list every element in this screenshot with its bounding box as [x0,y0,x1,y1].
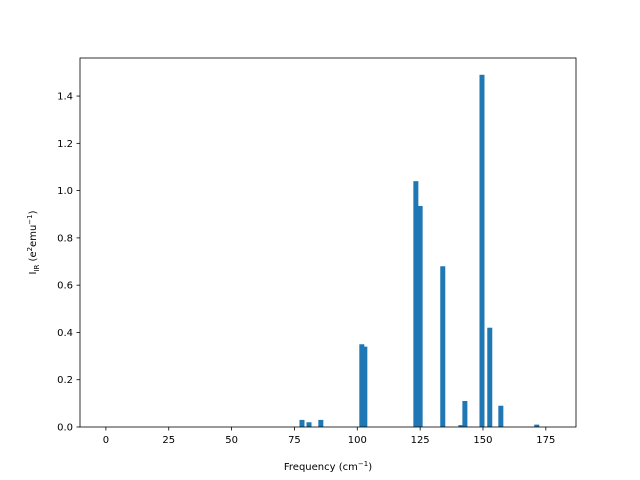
y-axis-label-part: emu [28,225,39,247]
bar [306,422,312,427]
x-tick-label: 175 [536,435,555,446]
y-axis-label-part: 2 [26,247,34,251]
y-axis-label-part: IR [33,265,41,272]
bar [462,400,468,427]
y-tick-label: 1.2 [57,139,73,150]
bar [534,424,540,427]
y-tick-label: 0.4 [57,328,73,339]
x-tick-label: 50 [225,435,238,446]
y-tick-label: 0.8 [57,233,73,244]
x-axis-label-part: Frequency (cm [284,462,358,473]
bar [487,327,493,427]
x-tick-label: 75 [288,435,301,446]
bar [413,181,419,427]
y-axis-label-part: ) [28,210,39,214]
x-tick-label: 125 [411,435,430,446]
bar [458,425,464,427]
y-tick-label: 0.6 [57,281,73,292]
bar [498,405,504,427]
bar [417,205,423,427]
bar [318,419,324,427]
y-tick-label: 1.4 [57,92,73,103]
bar [299,419,305,427]
bar [362,346,368,427]
bar [440,266,446,427]
x-tick-label: 25 [162,435,175,446]
y-axis-label: IIR (e2emu−1) [26,210,41,274]
x-tick-label: 0 [103,435,109,446]
plot-frame [79,57,577,428]
x-tick-label: 150 [473,435,492,446]
bar [479,74,485,427]
y-axis-label-part: I [28,272,39,275]
y-axis-label-part: (e [28,251,39,264]
x-axis-label: Frequency (cm−1) [284,460,372,473]
x-axis-label-part: −1 [358,460,368,468]
y-axis-label-part: −1 [26,214,34,224]
y-tick-label: 0.0 [57,423,73,434]
x-axis-label-part: ) [368,462,372,473]
y-tick-label: 1.0 [57,186,73,197]
y-tick-label: 0.2 [57,375,73,386]
bar [359,344,365,427]
x-tick-label: 100 [348,435,367,446]
